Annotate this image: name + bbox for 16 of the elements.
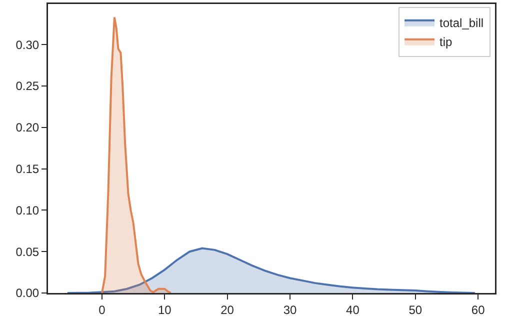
y-tick-label: 0.15 — [16, 162, 40, 176]
legend-label: total_bill — [440, 16, 484, 30]
x-tick-label: 40 — [346, 302, 360, 317]
y-tick-label: 0.10 — [16, 203, 40, 218]
x-tick-label: 60 — [471, 302, 486, 317]
y-tick-label: 0.00 — [16, 286, 40, 300]
y-tick-label: 0.25 — [16, 79, 40, 94]
x-tick-label: 20 — [220, 302, 234, 317]
y-tick-label: 0.05 — [16, 244, 40, 259]
x-tick-label: 50 — [408, 302, 422, 317]
y-tick-label: 0.20 — [16, 120, 40, 135]
y-tick-label: 0.30 — [16, 38, 40, 52]
x-tick-label: 30 — [283, 302, 297, 317]
x-tick-label: 10 — [158, 302, 172, 317]
legend-label: tip — [440, 35, 453, 50]
x-tick-label: 0 — [98, 302, 106, 317]
